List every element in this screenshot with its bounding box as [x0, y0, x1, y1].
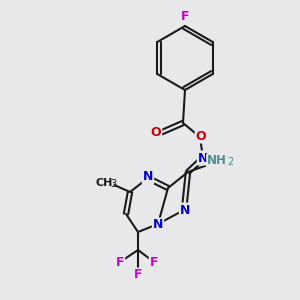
- Text: O: O: [196, 130, 206, 142]
- Text: 2: 2: [227, 157, 233, 167]
- Text: N: N: [198, 152, 208, 164]
- Text: F: F: [116, 256, 124, 268]
- Text: O: O: [151, 127, 161, 140]
- Text: 3: 3: [110, 179, 116, 189]
- Text: N: N: [180, 203, 190, 217]
- Text: F: F: [134, 268, 142, 281]
- Text: CH: CH: [95, 178, 113, 188]
- Text: F: F: [181, 11, 189, 23]
- Text: N: N: [143, 170, 153, 184]
- Text: N: N: [153, 218, 163, 232]
- Text: NH: NH: [207, 154, 227, 167]
- Text: F: F: [150, 256, 158, 268]
